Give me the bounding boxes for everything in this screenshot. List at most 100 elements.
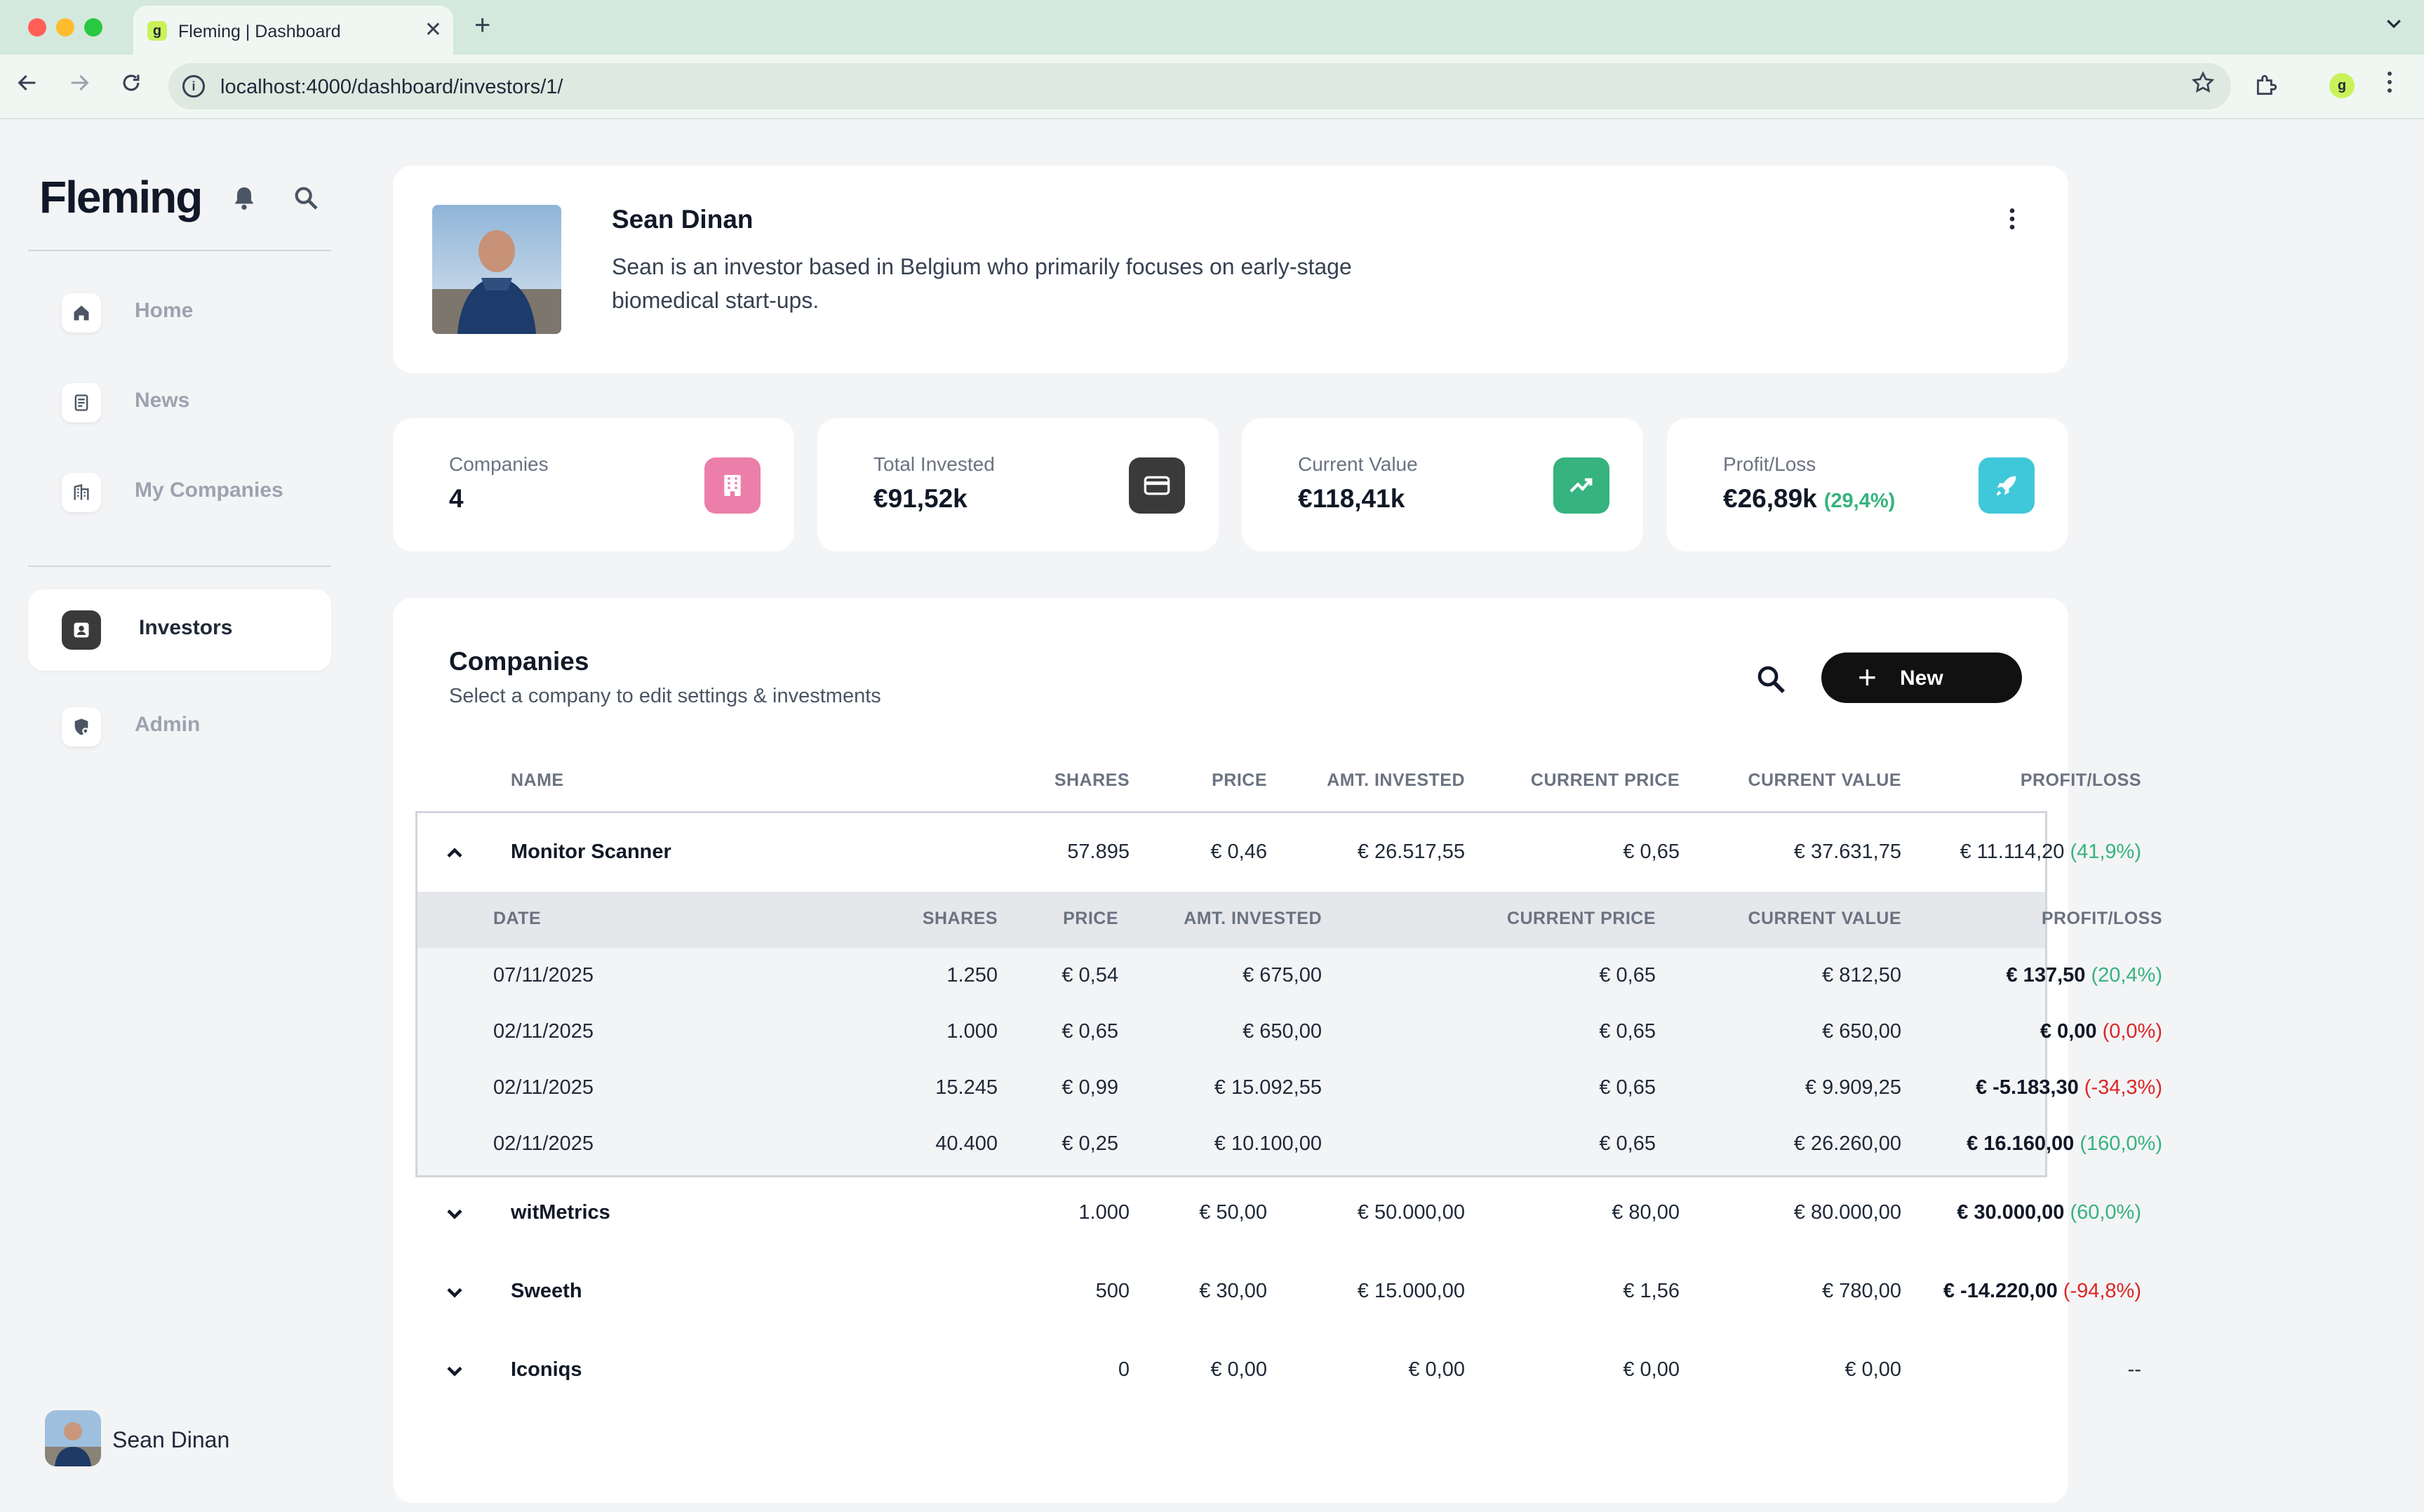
bookmark-star-icon[interactable] <box>2190 70 2216 102</box>
credit-card-icon <box>1129 457 1185 514</box>
avatar[interactable] <box>45 1410 101 1466</box>
building-icon <box>704 457 761 514</box>
company-name[interactable]: witMetrics <box>511 1201 610 1224</box>
search-icon[interactable] <box>292 184 326 218</box>
bell-icon[interactable] <box>230 184 264 218</box>
back-arrow-icon[interactable] <box>15 69 39 104</box>
company-price: € 0,00 <box>1210 1358 1267 1381</box>
investor-bio: Sean is an investor based in Belgium who… <box>612 254 1352 313</box>
sidebar-item-home[interactable]: Home <box>28 272 331 354</box>
close-window-button[interactable] <box>28 18 46 36</box>
company-price: € 30,00 <box>1199 1280 1267 1302</box>
browser-menu-icon[interactable] <box>2385 69 2394 104</box>
investment-profit-loss: € 137,50 (20,4%) <box>1601 964 2163 987</box>
contact-icon <box>62 610 101 650</box>
user-name[interactable]: Sean Dinan <box>112 1427 230 1452</box>
company-profit-loss: € 30.000,00 (60,0%) <box>1580 1201 2141 1224</box>
chevron-down-icon[interactable] <box>442 1280 467 1305</box>
fleming-logo[interactable]: Fleming <box>39 172 203 222</box>
sub-column-header-amount-invested: AMT. INVESTED <box>1184 909 1322 928</box>
sidebar-item-news[interactable]: News <box>28 362 331 443</box>
url-text[interactable]: localhost:4000/dashboard/investors/1/ <box>220 76 563 98</box>
company-price: € 50,00 <box>1199 1201 1267 1224</box>
investment-amount-invested: € 10.100,00 <box>1214 1132 1322 1155</box>
profit-loss-amount: € -14.220,00 <box>1943 1280 2058 1302</box>
tab-search-chevron-icon[interactable] <box>2383 13 2404 39</box>
company-profit-loss: € 11.114,20 (41,9%) <box>1580 841 2141 864</box>
column-header-profit-loss: PROFIT/LOSS <box>2020 770 2141 790</box>
company-name[interactable]: Iconiqs <box>511 1358 582 1381</box>
forward-arrow-icon[interactable] <box>67 69 91 104</box>
more-options-icon[interactable] <box>1998 205 2026 233</box>
new-tab-button[interactable]: + <box>474 10 491 41</box>
company-shares: 500 <box>1095 1280 1130 1302</box>
sub-column-header-shares: SHARES <box>922 909 998 928</box>
investment-price: € 0,65 <box>1062 1020 1118 1043</box>
browser-profile-icon[interactable]: g <box>2329 73 2355 98</box>
reload-icon[interactable] <box>119 69 143 104</box>
investment-current-price: € 0,65 <box>1599 964 1656 986</box>
investor-photo <box>432 205 561 334</box>
company-current-value: € 80.000,00 <box>1793 1201 1901 1224</box>
company-current-price: € 1,56 <box>1623 1280 1680 1302</box>
profit-loss-percentage: (41,9%) <box>2070 841 2141 863</box>
company-amount-invested: € 0,00 <box>1408 1358 1465 1381</box>
sidebar-divider <box>28 566 331 567</box>
investor-profile-card: Sean Dinan Sean is an investor based in … <box>393 166 2068 373</box>
investment-date: 07/11/2025 <box>493 964 594 986</box>
tab-close-icon[interactable]: ✕ <box>424 18 442 41</box>
company-name[interactable]: Monitor Scanner <box>511 841 671 863</box>
sidebar-item-investors[interactable]: Investors <box>28 589 331 671</box>
stat-value: €91,52k <box>873 484 967 513</box>
extensions-puzzle-icon[interactable] <box>2254 72 2280 98</box>
browser-tab-strip: g Fleming | Dashboard ✕ + <box>0 0 2424 55</box>
fleming-favicon-icon: g <box>147 21 167 41</box>
companies-card: Companies Select a company to edit setti… <box>393 598 2162 1503</box>
chevron-up-icon[interactable] <box>442 841 467 866</box>
column-header-current-value: CURRENT VALUE <box>1748 770 1901 790</box>
investment-current-price: € 0,65 <box>1599 1076 1656 1099</box>
investment-price: € 0,25 <box>1062 1132 1118 1155</box>
profit-loss-amount: € 16.160,00 <box>1967 1132 2075 1155</box>
profit-loss-percentage: (-34,3%) <box>2084 1076 2162 1099</box>
company-amount-invested: € 50.000,00 <box>1357 1201 1465 1224</box>
browser-tab[interactable]: g Fleming | Dashboard ✕ <box>133 6 453 55</box>
sidebar-item-admin[interactable]: Admin <box>28 686 331 768</box>
home-icon <box>62 293 101 333</box>
stat-value: €118,41k <box>1298 484 1405 513</box>
investment-current-value: € 650,00 <box>1822 1020 1901 1043</box>
investment-current-value: € 812,50 <box>1822 964 1901 986</box>
column-header-shares: SHARES <box>1054 770 1130 790</box>
sub-column-header-price: PRICE <box>1063 909 1118 928</box>
company-name[interactable]: Sweeth <box>511 1280 582 1302</box>
investment-shares: 1.250 <box>946 964 998 986</box>
sidebar-item-label: Admin <box>135 713 201 736</box>
column-header-price: PRICE <box>1212 770 1267 790</box>
address-bar[interactable]: i localhost:4000/dashboard/investors/1/ <box>168 63 2231 109</box>
section-title: Companies <box>449 647 589 676</box>
stat-card-current-value: Current Value €118,41k <box>1242 418 1643 551</box>
trending-up-icon <box>1553 457 1609 514</box>
companies-search-icon[interactable] <box>1754 662 1788 696</box>
company-shares: 0 <box>1118 1358 1130 1381</box>
rocket-icon <box>1978 457 2035 514</box>
minimize-window-button[interactable] <box>56 18 74 36</box>
sidebar-item-label: Investors <box>139 616 233 639</box>
company-current-value: € 780,00 <box>1822 1280 1901 1302</box>
document-icon <box>62 383 101 422</box>
chevron-down-icon[interactable] <box>442 1201 467 1226</box>
chevron-down-icon[interactable] <box>442 1358 467 1384</box>
sub-column-header-current-value: CURRENT VALUE <box>1748 909 1901 928</box>
sidebar-item-my-companies[interactable]: My Companies <box>28 452 331 533</box>
new-company-button[interactable]: + New <box>1821 653 2022 703</box>
profit-loss-percentage: (160,0%) <box>2080 1132 2162 1155</box>
site-info-icon[interactable]: i <box>182 75 205 98</box>
investment-shares: 15.245 <box>935 1076 998 1099</box>
company-current-price: € 0,00 <box>1623 1358 1680 1381</box>
stat-value: 4 <box>449 484 464 513</box>
new-button-label: New <box>1900 667 1943 690</box>
company-price: € 0,46 <box>1210 841 1267 863</box>
company-amount-invested: € 15.000,00 <box>1357 1280 1465 1302</box>
maximize-window-button[interactable] <box>84 18 102 36</box>
column-header-amount-invested: AMT. INVESTED <box>1327 770 1465 790</box>
